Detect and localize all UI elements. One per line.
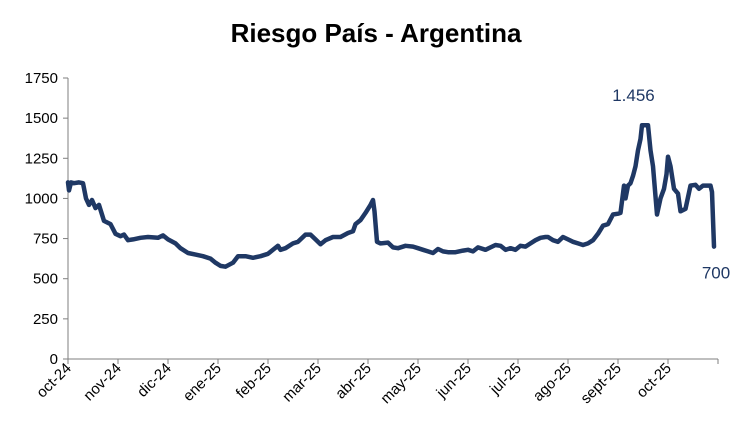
- x-tick-label: dic-24: [134, 360, 175, 401]
- series-layer: [65, 122, 717, 269]
- x-tick-label: nov-24: [80, 360, 124, 404]
- x-tick-label: oct-25: [633, 360, 675, 402]
- chart-title: Riesgo País - Argentina: [230, 18, 522, 48]
- series-line: [65, 122, 717, 269]
- x-axis: oct-24 nov-24 dic-24 ene-25 feb-25 mar-25 abr-…: [33, 358, 719, 407]
- x-tick-label: ene-25: [180, 360, 225, 405]
- x-tick-label: may-25: [377, 360, 424, 407]
- y-tick-label: 500: [33, 271, 58, 288]
- y-tick-label: 750: [33, 231, 58, 248]
- x-tick-label: abr-25: [332, 360, 375, 403]
- y-axis: 0 250 500 750 1000 1250 1500 1750: [25, 70, 69, 368]
- data-label: 700: [702, 264, 730, 283]
- x-tick-label: sept-25: [577, 360, 624, 407]
- x-tick-label: feb-25: [233, 360, 275, 402]
- y-tick-label: 0: [50, 351, 58, 368]
- y-tick-label: 1750: [25, 70, 58, 87]
- x-tick-label: ago-25: [530, 360, 575, 405]
- y-tick-label: 250: [33, 311, 58, 328]
- annotation-layer: 1.456 700: [612, 86, 730, 282]
- x-tick-label: jun-25: [433, 360, 475, 402]
- y-tick-label: 1000: [25, 190, 58, 207]
- y-tick-label: 1250: [25, 150, 58, 167]
- x-tick-label: mar-25: [279, 360, 325, 406]
- y-tick-label: 1500: [25, 110, 58, 127]
- data-label: 1.456: [612, 86, 655, 105]
- x-tick-label: jul-25: [486, 360, 525, 399]
